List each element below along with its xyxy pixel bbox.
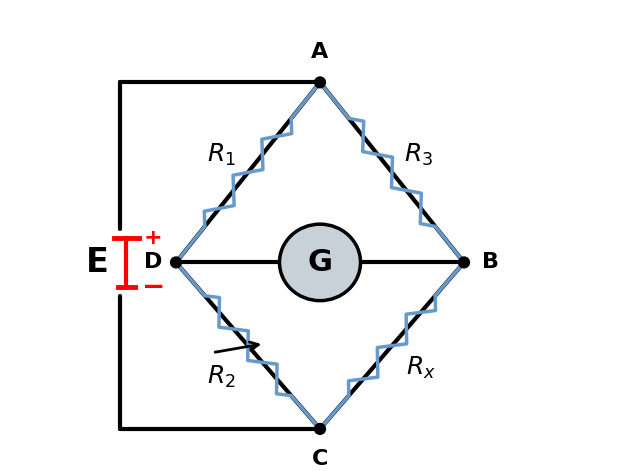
- Text: B: B: [482, 252, 499, 272]
- Ellipse shape: [280, 224, 360, 300]
- Text: C: C: [312, 449, 328, 469]
- Text: $R_3$: $R_3$: [404, 141, 433, 168]
- Circle shape: [171, 257, 181, 268]
- Text: $R_2$: $R_2$: [207, 364, 236, 390]
- Text: G: G: [307, 248, 333, 277]
- Text: E: E: [86, 246, 109, 279]
- Circle shape: [315, 423, 325, 434]
- Text: D: D: [144, 252, 163, 272]
- Text: $R_x$: $R_x$: [406, 355, 436, 381]
- Circle shape: [315, 77, 325, 88]
- Text: +: +: [143, 227, 162, 248]
- Text: −: −: [142, 273, 165, 301]
- Text: A: A: [312, 42, 328, 62]
- Circle shape: [459, 257, 469, 268]
- Text: $R_1$: $R_1$: [207, 141, 236, 168]
